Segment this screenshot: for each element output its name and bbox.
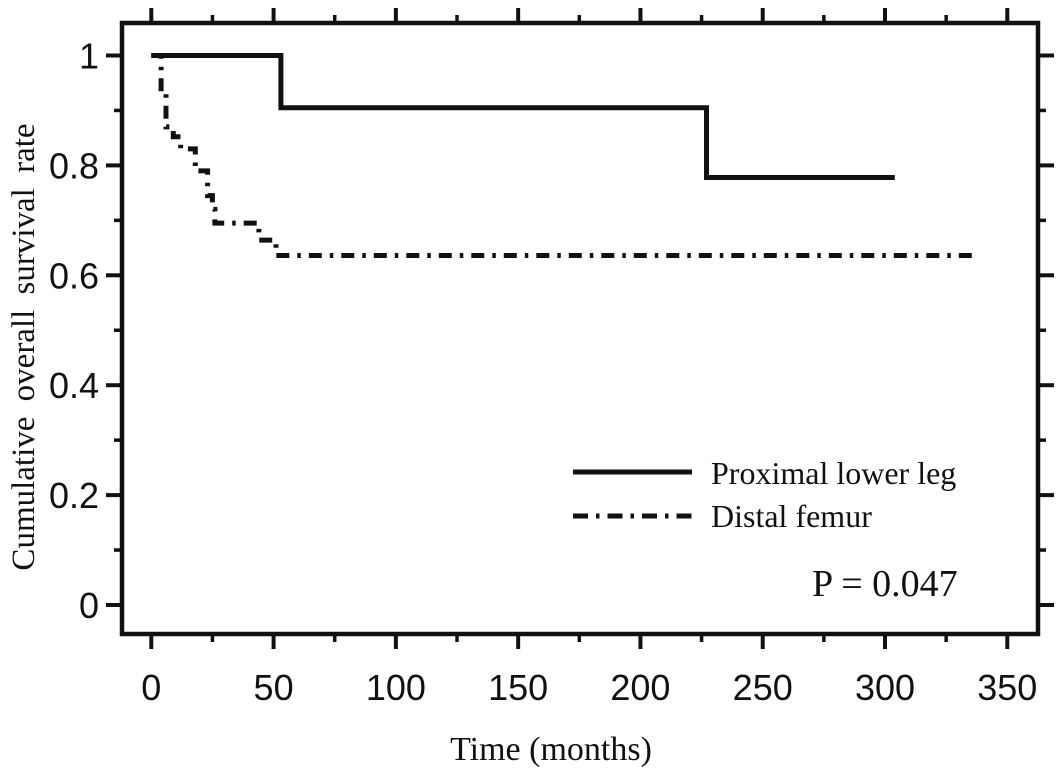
p-value-annotation: P = 0.047 [812, 563, 958, 605]
km-curve-proximal-lower-leg [151, 53, 895, 180]
plot-border [119, 20, 1041, 637]
x-tick-label: 100 [366, 667, 426, 708]
y-tick-label: 0 [79, 585, 99, 626]
axis-tick-labels: 0 50 100 150 200 250 300 350 0 0.2 0.4 0.6 0.8 1 [49, 36, 1037, 709]
x-axis-title: Time (months) [450, 731, 652, 768]
legend: Proximal lower leg Distal femur [573, 455, 956, 534]
km-curve-distal-femur [151, 53, 978, 258]
y-tick-label: 0.2 [49, 475, 99, 516]
x-tick-label: 150 [488, 667, 548, 708]
x-tick-label: 250 [733, 667, 793, 708]
x-tick-label: 350 [977, 667, 1037, 708]
y-tick-label: 0.8 [49, 145, 99, 186]
y-tick-label: 0.6 [49, 255, 99, 296]
survival-curves [151, 53, 978, 258]
axis-ticks [106, 8, 1054, 649]
legend-label-distal: Distal femur [711, 498, 872, 534]
y-axis-title: Cumulative overall survival rate [6, 123, 42, 570]
x-tick-label: 300 [855, 667, 915, 708]
x-tick-label: 0 [141, 667, 161, 708]
x-tick-label: 50 [254, 667, 294, 708]
y-tick-label: 0.4 [49, 365, 99, 406]
x-tick-label: 200 [610, 667, 670, 708]
y-tick-label: 1 [79, 36, 99, 77]
legend-label-proximal: Proximal lower leg [711, 455, 956, 491]
